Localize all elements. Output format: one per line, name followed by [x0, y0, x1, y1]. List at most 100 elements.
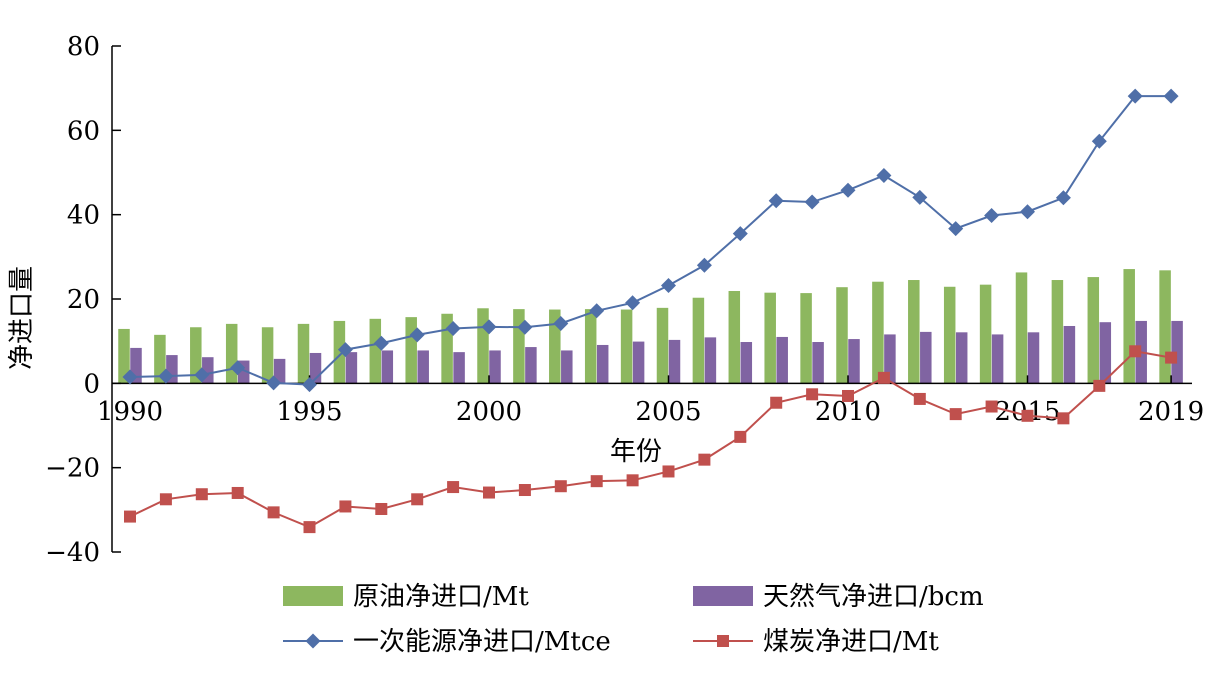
bar — [764, 292, 776, 384]
y-tick-label: 60 — [67, 116, 100, 146]
bar — [812, 342, 824, 384]
x-tick-label: 2000 — [456, 397, 522, 427]
square-marker — [985, 400, 998, 413]
square-marker — [590, 475, 603, 488]
legend: 原油净进口/Mt 天然气净进口/bcm 一次能源净进口/Mtce 煤炭净进口/Mt — [283, 582, 984, 657]
x-tick-label: 1990 — [97, 397, 163, 427]
diamond-marker — [1091, 133, 1107, 149]
bar — [237, 360, 250, 384]
bar — [620, 309, 633, 384]
bar — [848, 339, 860, 384]
diamond-marker — [445, 321, 461, 337]
square-marker — [1057, 412, 1070, 425]
bar — [118, 328, 130, 384]
legend-swatch — [693, 586, 753, 606]
diamond-marker — [194, 367, 210, 383]
diamond-marker — [302, 377, 317, 393]
diamond-marker — [912, 189, 928, 205]
square-marker — [411, 493, 424, 506]
bar — [225, 323, 238, 384]
square-marker — [231, 486, 244, 499]
square-marker — [339, 500, 352, 513]
bar — [943, 286, 956, 384]
bar — [704, 337, 717, 384]
diamond-marker — [876, 167, 892, 183]
bar — [800, 293, 812, 384]
bar — [692, 297, 705, 384]
bar — [776, 336, 788, 384]
bar — [872, 281, 884, 384]
square-marker — [447, 481, 460, 494]
diamond-marker — [517, 319, 533, 335]
square-marker — [303, 521, 316, 534]
y-tick-label: −40 — [45, 538, 100, 568]
x-tick-label: 1995 — [276, 397, 342, 427]
bar — [955, 332, 968, 384]
square-marker — [554, 480, 567, 493]
bar — [309, 352, 322, 384]
y-ticks: 80 60 40 20 0 −20 −40 — [45, 32, 121, 568]
legend-label: 原油净进口/Mt — [353, 582, 529, 612]
square-marker — [662, 465, 675, 478]
bar — [489, 350, 501, 384]
x-ticks: 1990199520002005201020152019 — [97, 375, 1204, 427]
bar — [453, 352, 465, 384]
square-marker — [842, 389, 854, 402]
square-marker — [267, 506, 280, 519]
bar — [202, 357, 214, 384]
legend-label: 天然气净进口/bcm — [763, 582, 984, 612]
square-marker — [734, 430, 747, 443]
bar — [345, 352, 358, 384]
bar — [417, 350, 429, 384]
legend-label: 煤炭净进口/Mt — [763, 627, 939, 657]
bar — [1087, 277, 1100, 384]
bar — [1159, 270, 1171, 384]
square-marker — [1129, 345, 1142, 358]
bar — [884, 334, 896, 384]
square-marker — [806, 388, 819, 401]
diamond-marker — [804, 194, 820, 210]
diamond-marker — [625, 295, 641, 311]
lines-layer — [122, 88, 1179, 534]
bar — [836, 287, 848, 384]
x-tick-label: 2010 — [815, 397, 881, 427]
bar — [154, 334, 166, 384]
diamond-marker — [553, 315, 569, 331]
square-marker — [913, 392, 926, 405]
bar — [1027, 332, 1040, 384]
diamond-marker — [661, 278, 676, 294]
bar — [656, 307, 669, 384]
bar — [1099, 322, 1112, 384]
diamond-marker — [409, 327, 425, 343]
square-marker — [1021, 409, 1034, 422]
square-marker — [483, 486, 495, 499]
bar — [166, 355, 178, 384]
legend-marker — [305, 633, 321, 649]
bar — [525, 347, 537, 384]
y-tick-label: 80 — [67, 32, 100, 62]
square-marker — [375, 502, 388, 515]
square-marker — [770, 396, 783, 409]
diamond-marker — [373, 335, 389, 351]
y-axis-title: 净进口量 — [7, 266, 37, 370]
bar — [596, 344, 609, 384]
square-marker — [1165, 351, 1178, 364]
bar — [991, 334, 1004, 384]
bar — [979, 284, 992, 384]
legend-swatch — [283, 586, 343, 606]
diamond-marker — [589, 303, 605, 319]
bar — [584, 309, 597, 384]
bar — [1123, 269, 1135, 384]
bar — [369, 318, 382, 384]
bar — [1063, 325, 1076, 384]
y-tick-label: −20 — [45, 454, 100, 484]
bar — [441, 313, 453, 384]
series-line — [129, 95, 1172, 386]
diamond-marker — [840, 182, 856, 198]
y-tick-label: 20 — [67, 285, 100, 315]
bar — [513, 309, 525, 384]
diamond-marker — [768, 193, 784, 209]
bar — [381, 350, 394, 384]
bars-layer — [118, 269, 1183, 384]
